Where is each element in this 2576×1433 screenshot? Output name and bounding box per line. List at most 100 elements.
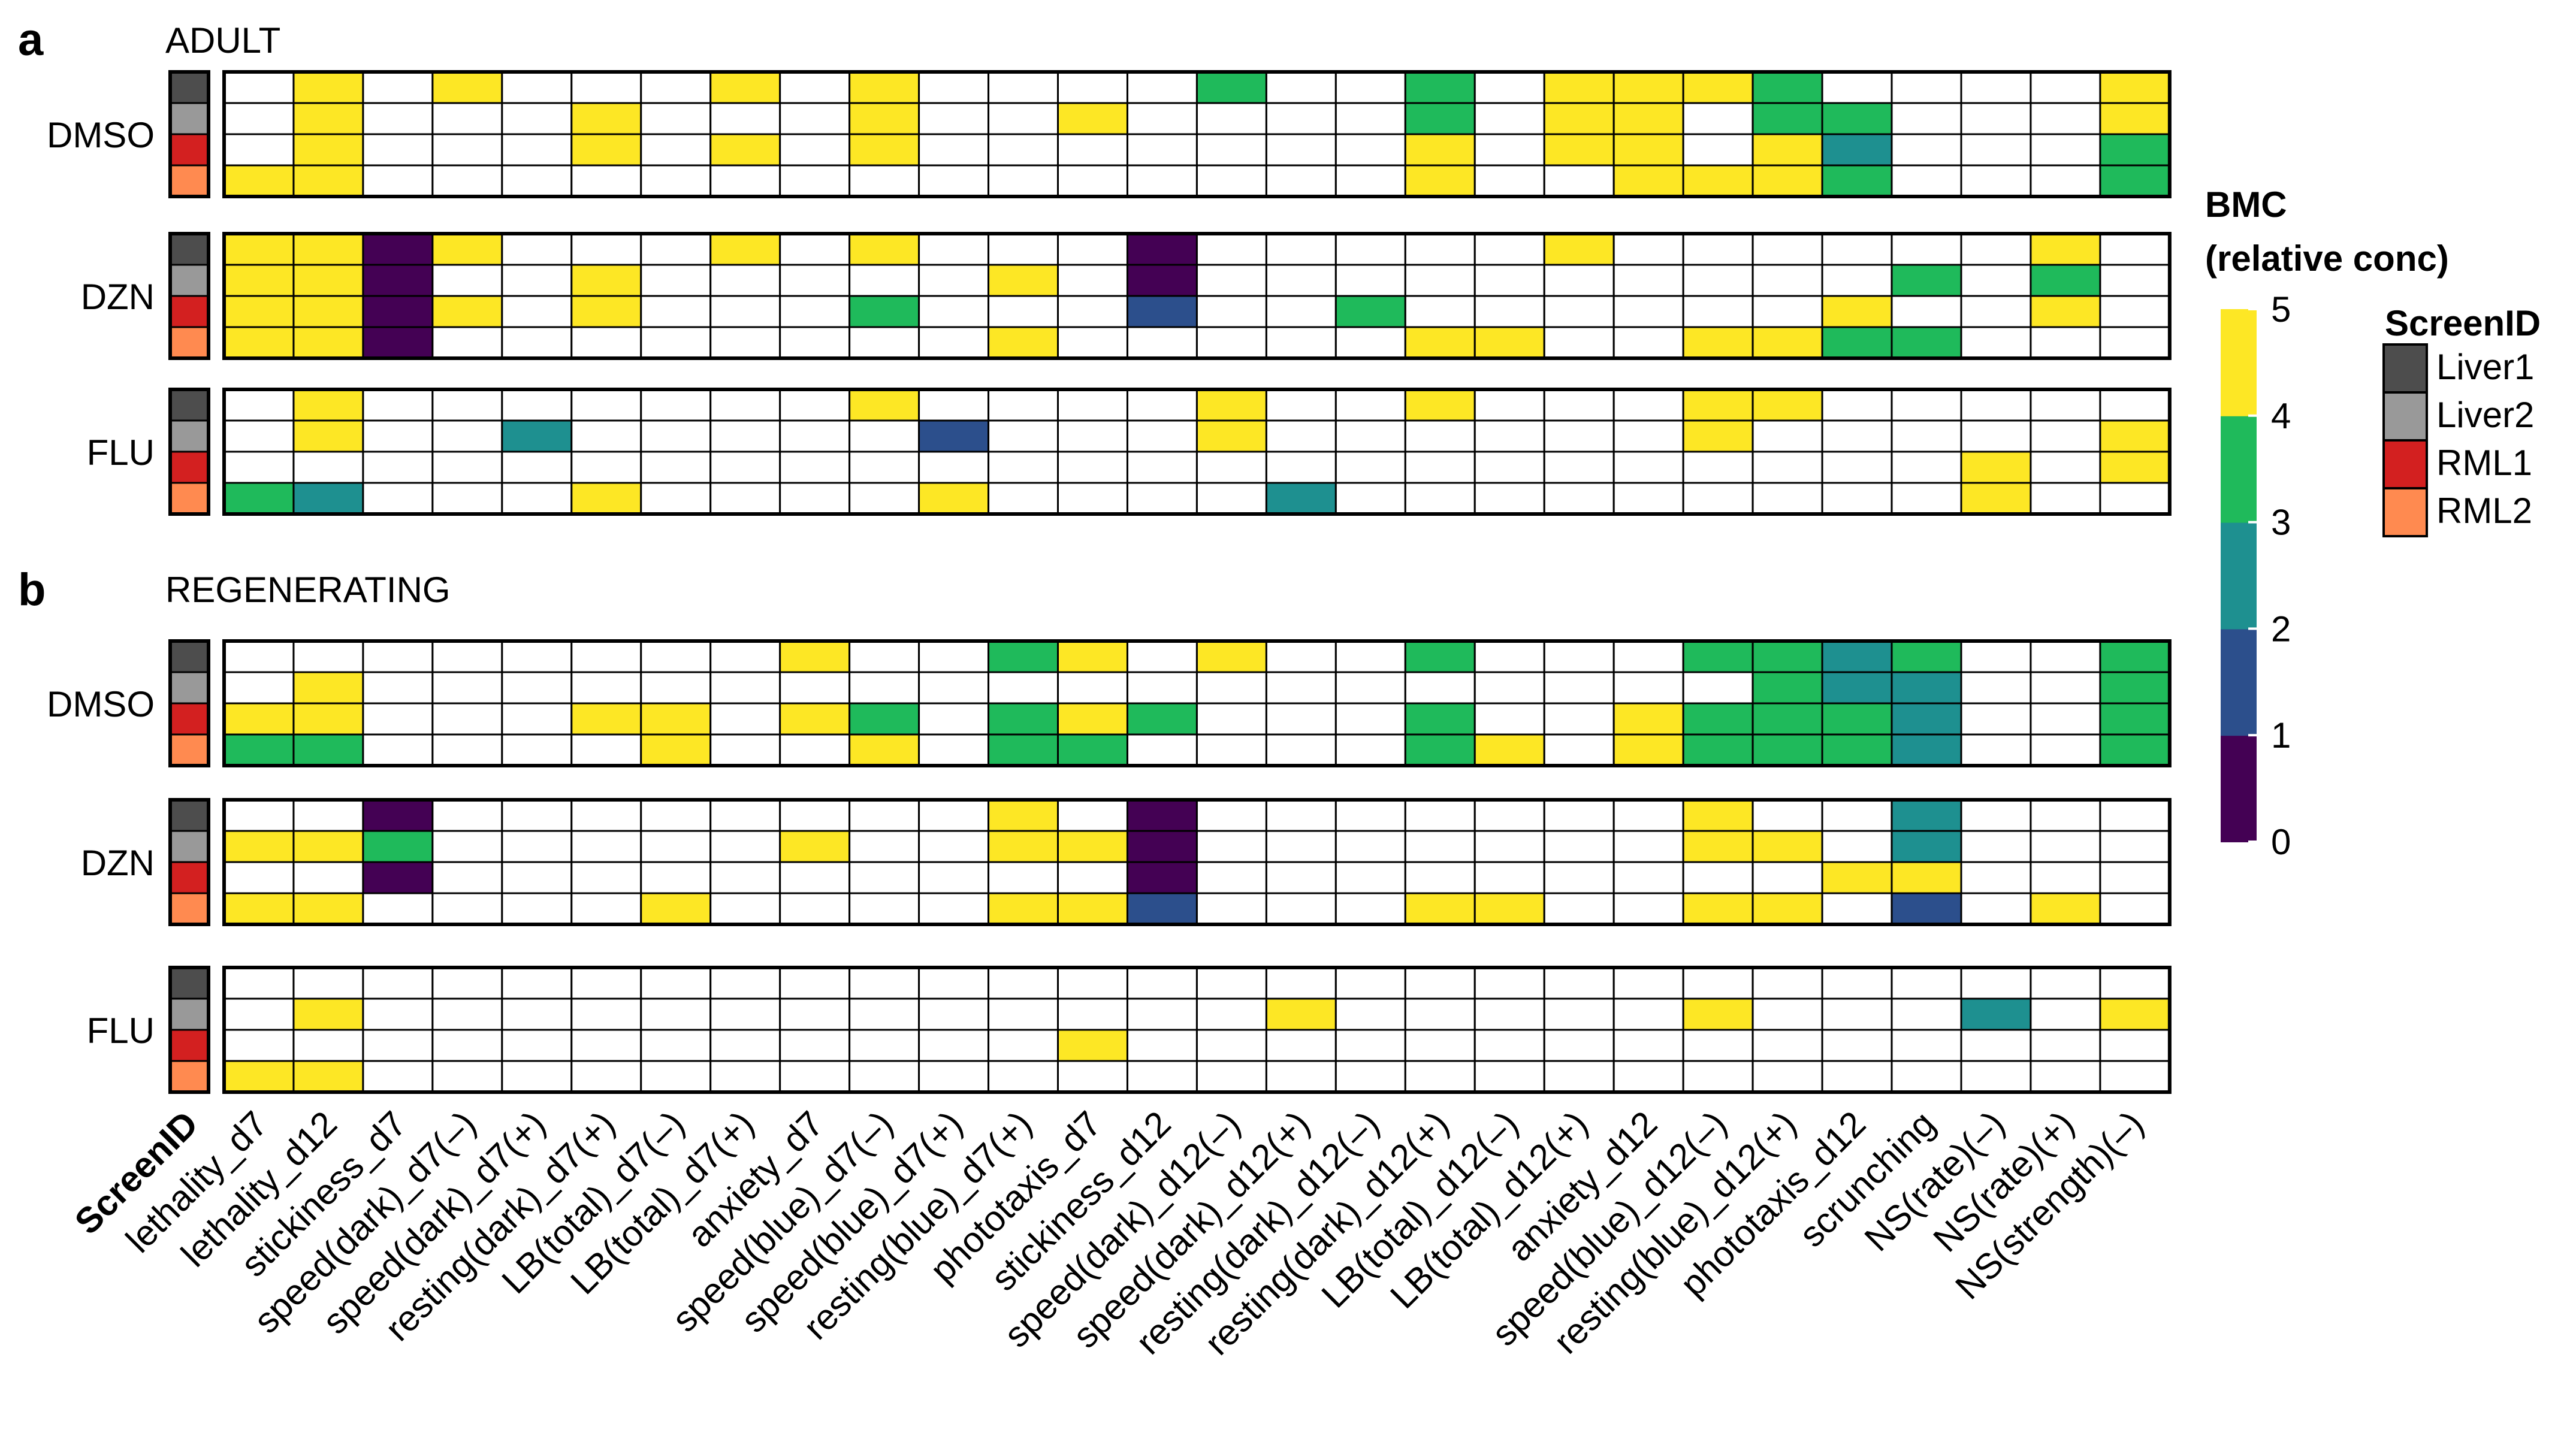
heatmap-cell <box>848 71 920 104</box>
heatmap-cell <box>640 451 712 484</box>
heatmap-cell <box>1404 1060 1476 1093</box>
heatmap-cell <box>501 966 573 1000</box>
group-label: FLU <box>87 433 155 473</box>
screenid-strip-border <box>168 232 210 360</box>
heatmap-cell <box>848 232 920 266</box>
heatmap-cell <box>1960 1029 2032 1062</box>
heatmap-cell <box>1543 482 1615 515</box>
heatmap-cell <box>1751 830 1823 863</box>
heatmap-cell <box>640 133 712 167</box>
heatmap-cell <box>1612 164 1684 198</box>
heatmap-cell <box>640 640 712 673</box>
heatmap-cell <box>848 733 920 767</box>
heatmap-cell <box>1404 388 1476 422</box>
heatmap-cell <box>1126 451 1198 484</box>
heatmap-cell <box>1126 892 1198 926</box>
heatmap-cell <box>1473 799 1545 832</box>
heatmap-cell <box>848 482 920 515</box>
heatmap-cell <box>2099 419 2171 453</box>
heatmap-cell <box>918 861 990 894</box>
heatmap-cell <box>223 640 295 673</box>
heatmap-cell <box>1265 966 1337 1000</box>
heatmap-cell <box>1473 892 1545 926</box>
heatmap-cell <box>2030 640 2101 673</box>
heatmap-cell <box>1751 419 1823 453</box>
heatmap-cell <box>431 232 503 266</box>
heatmap-cell <box>1265 451 1337 484</box>
heatmap-cell <box>292 997 364 1031</box>
heatmap-cell <box>1821 733 1893 767</box>
heatmap-cell <box>709 388 781 422</box>
heatmap-cell <box>918 702 990 736</box>
heatmap-cell <box>570 264 642 297</box>
heatmap-cell <box>848 799 920 832</box>
heatmap-cell <box>1543 295 1615 328</box>
heatmap-cell <box>1612 482 1684 515</box>
heatmap-cell <box>1543 71 1615 104</box>
heatmap-cell <box>570 102 642 135</box>
heatmap-cell <box>1612 799 1684 832</box>
heatmap-cell <box>1265 830 1337 863</box>
heatmap-cell <box>1751 71 1823 104</box>
heatmap-cell <box>1612 997 1684 1031</box>
heatmap-cell <box>1473 671 1545 705</box>
heatmap-cell <box>1265 264 1337 297</box>
heatmap-cell <box>779 830 851 863</box>
heatmap-block-border <box>222 639 2172 767</box>
heatmap-cell <box>2099 702 2171 736</box>
heatmap-cell <box>1682 1060 1754 1093</box>
heatmap-cell <box>918 133 990 167</box>
heatmap-cell <box>1612 102 1684 135</box>
heatmap-cell <box>223 133 295 167</box>
heatmap-cell <box>1473 702 1545 736</box>
heatmap-cell <box>1404 830 1476 863</box>
heatmap-cell <box>501 326 573 359</box>
heatmap-cell <box>848 702 920 736</box>
heatmap-cell <box>2030 671 2101 705</box>
heatmap-cell <box>1057 799 1128 832</box>
heatmap-cell <box>1057 671 1128 705</box>
heatmap-cell <box>292 295 364 328</box>
heatmap-cell <box>779 997 851 1031</box>
heatmap-cell <box>1473 71 1545 104</box>
heatmap-cell <box>709 1029 781 1062</box>
heatmap-cell <box>987 861 1059 894</box>
heatmap-cell <box>1751 295 1823 328</box>
heatmap-cell <box>1751 702 1823 736</box>
heatmap-cell <box>1334 799 1406 832</box>
heatmap-cell <box>1057 102 1128 135</box>
heatmap-cell <box>1265 733 1337 767</box>
heatmap-cell <box>1682 640 1754 673</box>
heatmap-cell <box>431 892 503 926</box>
screenid-legend-swatch <box>2382 391 2428 442</box>
heatmap-cell <box>1473 1029 1545 1062</box>
heatmap-cell <box>1612 388 1684 422</box>
heatmap-cell <box>1821 1029 1893 1062</box>
heatmap-cell <box>1821 419 1893 453</box>
heatmap-cell <box>292 966 364 1000</box>
heatmap-cell <box>709 326 781 359</box>
heatmap-cell <box>1265 388 1337 422</box>
heatmap-cell <box>779 71 851 104</box>
heatmap-cell <box>1891 640 1962 673</box>
heatmap-cell <box>1195 232 1267 266</box>
heatmap-cell <box>1126 861 1198 894</box>
heatmap-cell <box>1057 451 1128 484</box>
heatmap-cell <box>848 326 920 359</box>
heatmap-block-border <box>222 798 2172 926</box>
heatmap-cell <box>709 295 781 328</box>
heatmap-cell <box>1891 388 1962 422</box>
screenid-strip-cell <box>169 892 210 926</box>
heatmap-cell <box>501 102 573 135</box>
heatmap-cell <box>1751 892 1823 926</box>
heatmap-cell <box>1751 640 1823 673</box>
heatmap-cell <box>779 1060 851 1093</box>
heatmap-cell <box>779 102 851 135</box>
bmc-legend-title-line1: BMC <box>2205 185 2287 225</box>
heatmap-cell <box>918 733 990 767</box>
heatmap-cell <box>1891 830 1962 863</box>
screenid-legend-swatch <box>2382 487 2428 537</box>
heatmap-cell <box>1195 164 1267 198</box>
heatmap-cell <box>431 326 503 359</box>
heatmap-cell <box>1473 264 1545 297</box>
